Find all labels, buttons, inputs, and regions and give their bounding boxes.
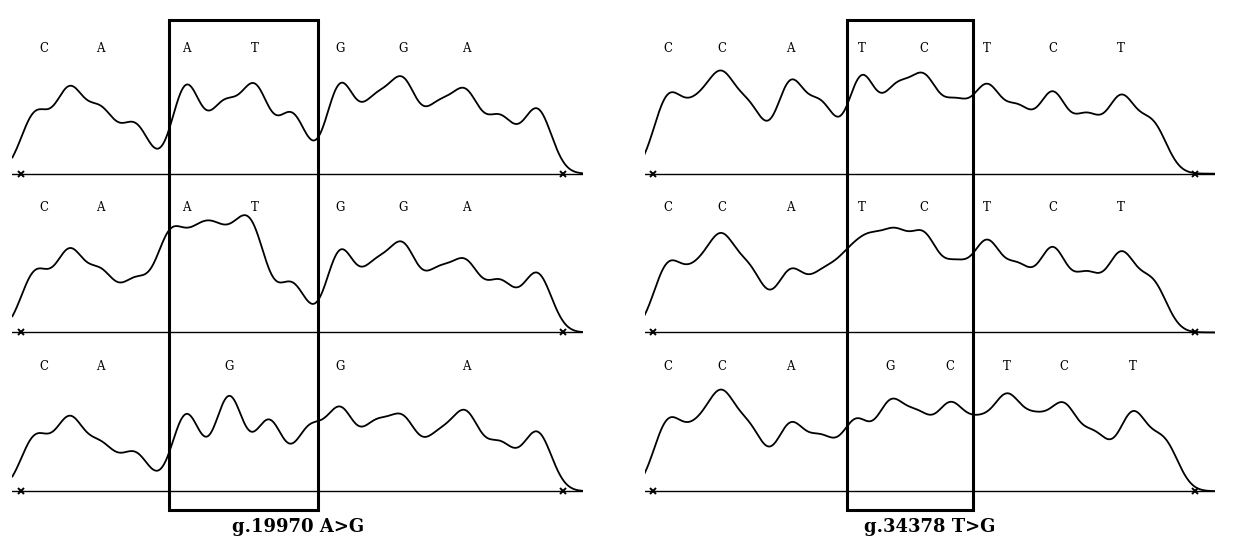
Text: T: T xyxy=(1003,359,1011,373)
Text: C: C xyxy=(717,201,727,214)
Text: A: A xyxy=(461,42,470,55)
Text: C: C xyxy=(663,359,672,373)
Text: G: G xyxy=(336,359,345,373)
Text: C: C xyxy=(717,359,727,373)
Text: C: C xyxy=(920,201,929,214)
Text: T: T xyxy=(983,42,991,55)
Text: C: C xyxy=(717,42,727,55)
Text: T: T xyxy=(858,42,866,55)
Text: C: C xyxy=(1048,201,1058,214)
Text: T: T xyxy=(1117,201,1125,214)
Text: T: T xyxy=(250,201,259,214)
Text: A: A xyxy=(786,359,795,373)
Text: G: G xyxy=(224,359,234,373)
Text: A: A xyxy=(461,359,470,373)
Text: T: T xyxy=(1117,42,1125,55)
Bar xyxy=(170,20,317,510)
Text: G: G xyxy=(885,359,895,373)
Text: C: C xyxy=(920,42,929,55)
Text: C: C xyxy=(663,201,672,214)
Text: g.19970 A>G: g.19970 A>G xyxy=(232,518,363,536)
Text: T: T xyxy=(983,201,991,214)
Text: C: C xyxy=(40,42,48,55)
Text: G: G xyxy=(398,201,408,214)
Text: A: A xyxy=(461,201,470,214)
Text: A: A xyxy=(97,42,105,55)
Text: C: C xyxy=(40,359,48,373)
Text: g.34378 T>G: g.34378 T>G xyxy=(864,518,996,536)
Text: A: A xyxy=(786,42,795,55)
Text: C: C xyxy=(1048,42,1058,55)
Text: A: A xyxy=(182,201,191,214)
Text: A: A xyxy=(182,42,191,55)
Text: C: C xyxy=(40,201,48,214)
Text: T: T xyxy=(858,201,866,214)
Text: A: A xyxy=(97,201,105,214)
Text: T: T xyxy=(250,42,259,55)
Text: C: C xyxy=(1059,359,1069,373)
Text: A: A xyxy=(97,359,105,373)
Text: G: G xyxy=(336,201,345,214)
Bar xyxy=(847,20,972,510)
Text: G: G xyxy=(336,42,345,55)
Text: T: T xyxy=(1128,359,1136,373)
Text: C: C xyxy=(945,359,955,373)
Text: A: A xyxy=(786,201,795,214)
Text: C: C xyxy=(663,42,672,55)
Text: G: G xyxy=(398,42,408,55)
